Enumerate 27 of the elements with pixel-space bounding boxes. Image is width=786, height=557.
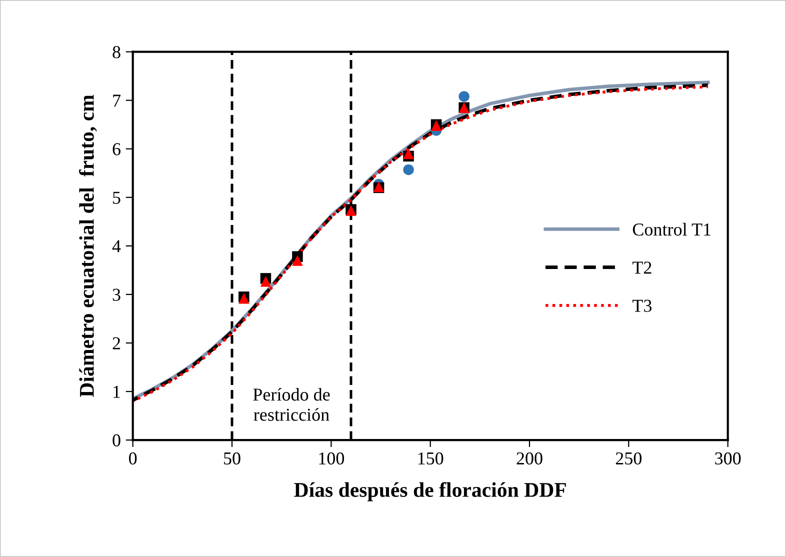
- y-tick-label: 5: [113, 192, 120, 204]
- point: [458, 91, 470, 102]
- x-tick-label: 50: [224, 452, 240, 465]
- x-tick-label: 150: [418, 452, 444, 465]
- x-axis-title: Días después de floración DDF: [294, 482, 566, 502]
- y-tick-label: 4: [112, 240, 121, 252]
- y-tick-label: 3: [112, 288, 120, 301]
- point: [292, 255, 303, 266]
- x-tick-label: 200: [516, 452, 542, 465]
- x-tick-label: 300: [715, 452, 741, 465]
- legend-label: T2: [632, 262, 652, 274]
- y-tick-label: 7: [113, 94, 121, 107]
- y-axis-title: Diámetro ecuatorial del fruto, cm: [79, 94, 97, 397]
- y-tick-label: 2: [112, 337, 120, 350]
- annotation: Período de restricción: [253, 388, 330, 421]
- y-tick-label: 1: [114, 386, 120, 398]
- legend-label: Control T1: [632, 222, 711, 236]
- legend-label: T3: [632, 300, 652, 312]
- point: [403, 148, 414, 160]
- x-tick-label: 0: [129, 452, 137, 465]
- y-tick-label: 6: [112, 143, 120, 156]
- y-tick-label: 8: [112, 46, 120, 58]
- y-tick-label: 0: [112, 434, 120, 446]
- point: [403, 164, 414, 176]
- x-tick-label: 250: [616, 452, 642, 465]
- x-tick-label: 100: [319, 452, 344, 465]
- point: [260, 276, 272, 287]
